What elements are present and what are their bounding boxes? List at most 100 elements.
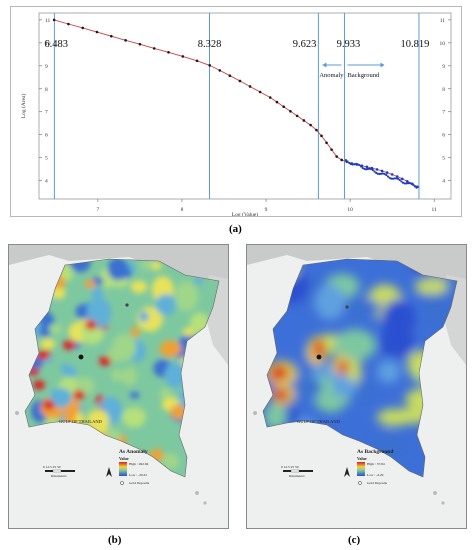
- data-point: [138, 42, 142, 46]
- data-point: [385, 171, 389, 174]
- gold-deposit-marker: [345, 305, 349, 309]
- background-cell: [414, 278, 450, 295]
- anomaly-cell: [159, 387, 172, 400]
- data-point: [248, 85, 252, 88]
- scale-unit: Kilometers: [289, 474, 305, 478]
- anomaly-hotspot: [85, 320, 97, 330]
- data-point: [408, 182, 411, 185]
- data-point: [81, 26, 85, 30]
- background-hotspot: [313, 339, 325, 359]
- anomaly-arrowhead-icon: [322, 62, 327, 68]
- data-point: [289, 109, 292, 113]
- anomaly-cell: [194, 277, 204, 285]
- study-area-outline: [262, 258, 458, 478]
- data-point: [95, 30, 99, 34]
- y-tick-label-left: 7: [45, 110, 48, 116]
- terrain-top: [9, 245, 228, 285]
- data-point: [378, 172, 381, 176]
- color-ramp: [119, 462, 127, 476]
- data-point: [375, 171, 378, 174]
- y-tick-label: 4: [442, 179, 445, 185]
- anomaly-map: GULF OF THAILAND 0 12.5 25 50 Kilometers…: [9, 245, 228, 528]
- background-cell: [314, 284, 346, 321]
- background-cell: [333, 329, 377, 361]
- gold-deposit-marker: [125, 303, 129, 307]
- data-point: [370, 167, 373, 171]
- data-point: [110, 34, 113, 38]
- data-point: [401, 181, 405, 184]
- anomaly-map-panel: GULF OF THAILAND 0 12.5 25 50 Kilometers…: [8, 244, 229, 529]
- data-point: [124, 39, 127, 42]
- background-cell: [376, 408, 413, 427]
- anomaly-cell: [121, 407, 146, 428]
- y-tick-label: 5: [442, 156, 445, 162]
- north-arrow-icon: [344, 467, 350, 477]
- data-point: [385, 173, 388, 177]
- background-map-panel: GULF OF THAILAND 0 12.5 25 50 Kilometers…: [246, 244, 467, 529]
- data-point: [390, 173, 394, 176]
- x-tick-label: 7: [96, 207, 99, 213]
- anomaly-hotspot: [73, 390, 85, 400]
- data-point: [400, 177, 404, 181]
- data-point: [167, 50, 170, 54]
- data-point: [383, 172, 386, 176]
- data-point: [361, 166, 364, 170]
- x-tick-label: 9: [265, 207, 268, 213]
- gold-deposit-marker: [78, 354, 84, 360]
- data-point: [354, 162, 358, 166]
- panel-a-caption: (a): [229, 223, 242, 235]
- anomaly-cell: [130, 327, 141, 337]
- trend-line: [53, 19, 418, 188]
- legend-value-label: Value: [357, 456, 367, 461]
- data-point: [365, 165, 369, 169]
- data-point: [195, 59, 199, 63]
- anomaly-cell: [162, 453, 179, 470]
- background-cell: [382, 298, 413, 337]
- data-point: [320, 134, 323, 138]
- data-point: [364, 168, 368, 171]
- data-point: [315, 128, 318, 132]
- gold-deposit-legend-icon: [358, 481, 362, 485]
- fractal-plot-frame: 6.483 8.328 9.623 9.933 10.819 7 8 9 10 11 4 4 5 5 6 6 7…: [10, 6, 462, 217]
- panel-c-caption: (c): [348, 534, 361, 546]
- anomaly-cell: [40, 338, 56, 350]
- scale-unit: Kilometers: [51, 474, 67, 478]
- data-point: [181, 55, 185, 58]
- anomaly-cell: [111, 369, 124, 382]
- anomaly-cell: [164, 362, 187, 389]
- data-point: [376, 172, 379, 175]
- anomaly-hotspot: [37, 350, 49, 360]
- data-point: [415, 186, 418, 189]
- anomaly-cell: [107, 347, 127, 362]
- anomaly-cell: [48, 323, 63, 335]
- data-point: [388, 176, 391, 179]
- island: [441, 501, 445, 505]
- data-point: [335, 155, 338, 158]
- data-point: [52, 18, 56, 22]
- anomaly-hotspot: [63, 340, 75, 350]
- anomaly-cell: [159, 340, 182, 357]
- background-arrowhead-icon: [380, 62, 385, 68]
- data-point: [395, 177, 398, 180]
- data-point: [353, 163, 356, 166]
- data-point: [395, 175, 399, 178]
- island: [433, 491, 437, 495]
- data-point: [275, 100, 279, 104]
- scale-bar: 0 12.5 25 50 Kilometers: [281, 465, 313, 478]
- background-cell: [304, 377, 322, 397]
- plot-area-border: [38, 12, 452, 200]
- data-point: [282, 105, 285, 108]
- legend-high: High : 492.84: [129, 462, 149, 466]
- data-point: [295, 114, 299, 118]
- data-point: [325, 141, 328, 145]
- anomaly-cell: [151, 261, 162, 271]
- scale-values: 0 12.5 25 50: [43, 465, 61, 469]
- anomaly-cell: [130, 280, 148, 294]
- data-point: [359, 165, 363, 168]
- data-point: [302, 119, 306, 122]
- y-axis-label: Log (Area): [20, 94, 27, 119]
- data-point: [366, 167, 369, 171]
- threshold-label: 8.328: [198, 39, 222, 50]
- data-point: [403, 182, 406, 185]
- data-point: [344, 159, 347, 162]
